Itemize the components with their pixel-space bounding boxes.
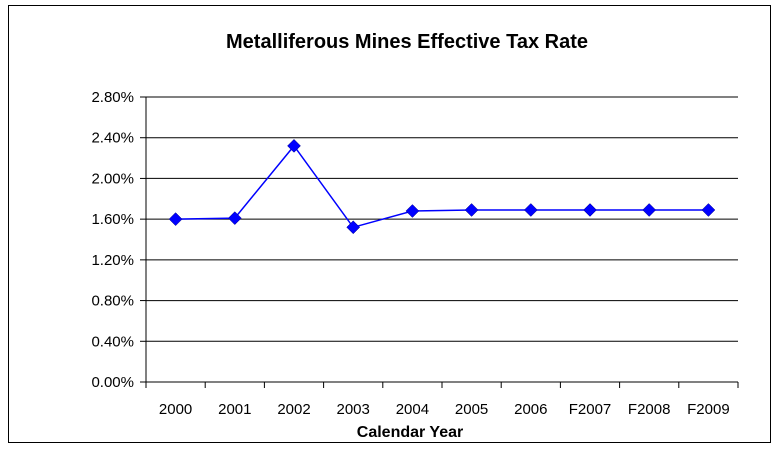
data-point-marker: [523, 203, 538, 217]
y-tick-label: 1.20%: [91, 252, 134, 269]
x-tick-label: F2007: [569, 401, 612, 418]
y-tick-label: 1.60%: [91, 211, 134, 228]
x-axis-label: Calendar Year: [357, 424, 463, 441]
x-tick-label: 2004: [396, 401, 429, 418]
series-group: [168, 139, 716, 235]
gridlines: [146, 96, 738, 342]
data-point-marker: [642, 203, 657, 217]
y-tick-label: 0.80%: [91, 293, 134, 310]
y-tick-label: 0.00%: [91, 374, 134, 391]
data-point-marker: [701, 203, 716, 217]
series-line: [175, 144, 709, 229]
x-tick-label: F2009: [687, 401, 730, 418]
data-point-marker: [583, 203, 597, 217]
data-point-marker: [405, 204, 420, 218]
data-point-marker: [227, 211, 242, 225]
data-point-marker: [346, 220, 361, 235]
x-tick-label: F2008: [628, 401, 671, 418]
data-point-marker: [168, 212, 183, 226]
data-point-marker: [287, 139, 301, 153]
x-tick-label: 2001: [218, 401, 251, 418]
axes: [140, 96, 739, 388]
y-tick-label: 2.00%: [91, 170, 134, 187]
x-tick-label: 2003: [337, 401, 370, 418]
y-tick-label: 0.40%: [91, 333, 134, 350]
chart-title: Metalliferous Mines Effective Tax Rate: [226, 31, 588, 53]
chart-frame: [8, 5, 771, 443]
y-tick-labels: 0.00% 0.40% 0.80% 1.20% 1.60% 2.00% 2.40% 2.80%: [91, 89, 134, 391]
y-tick-label: 2.80%: [91, 89, 134, 106]
x-tick-label: 2000: [159, 401, 192, 418]
x-tick-label: 2002: [277, 401, 310, 418]
x-tick-label: 2006: [514, 401, 547, 418]
y-tick-label: 2.40%: [91, 130, 134, 147]
x-tick-label: 2005: [455, 401, 488, 418]
data-point-marker: [464, 203, 479, 217]
x-tick-labels: 2000 2001 2002 2003 2004 2005 2006 F2007 F2008 F2…: [159, 401, 730, 418]
